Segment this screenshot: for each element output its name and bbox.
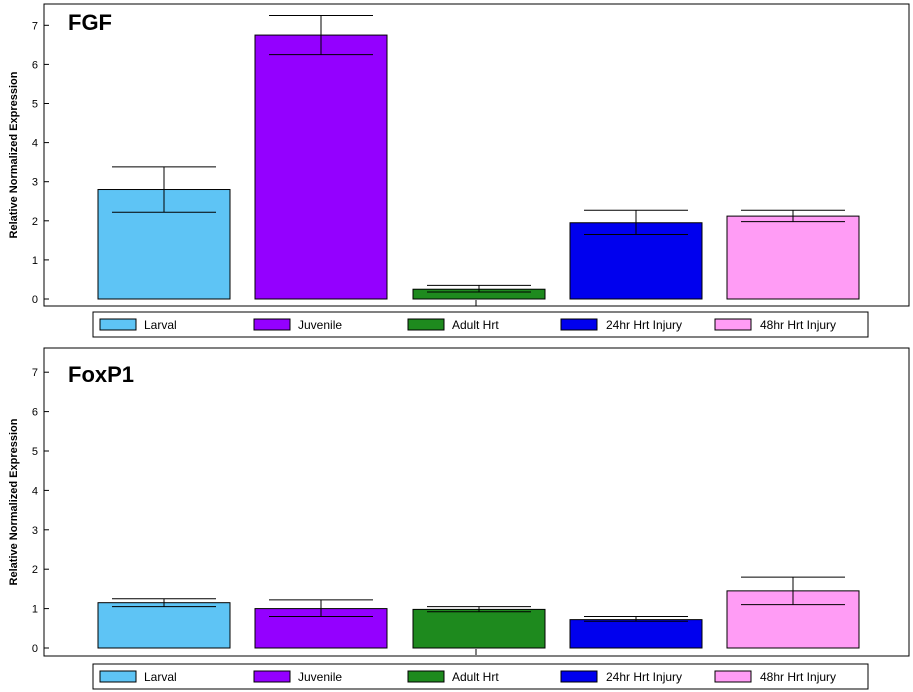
legend-label: 48hr Hrt Injury bbox=[760, 670, 836, 684]
y-tick-label: 0 bbox=[32, 643, 38, 655]
y-tick-label: 3 bbox=[32, 177, 38, 189]
legend-label: Adult Hrt bbox=[452, 318, 499, 332]
legend-swatch bbox=[714, 318, 752, 331]
plot-frame bbox=[43, 347, 910, 657]
legend-swatch bbox=[407, 318, 445, 331]
legend-swatch bbox=[714, 670, 752, 683]
chart-title: FGF bbox=[68, 10, 112, 35]
y-tick-label: 5 bbox=[32, 446, 38, 458]
legend: Larval Juvenile Adult Hrt 24hr Hrt Injury 48… bbox=[92, 311, 869, 338]
y-tick-label: 4 bbox=[32, 138, 38, 150]
bar-24hr-hrt-injury bbox=[569, 222, 703, 300]
legend-label: 48hr Hrt Injury bbox=[760, 318, 836, 332]
bars-group bbox=[97, 576, 860, 649]
y-axis: 0 1 2 3 4 5 6 7 bbox=[32, 367, 477, 655]
y-tick-label: 1 bbox=[32, 604, 38, 616]
legend-label: Larval bbox=[144, 670, 177, 684]
legend-swatch bbox=[253, 670, 291, 683]
legend: Larval Juvenile Adult Hrt 24hr Hrt Injury 48… bbox=[92, 663, 869, 690]
foxp1-chart-panel: FoxP1 Relative Normalized Expression 0 1 2… bbox=[8, 347, 910, 690]
fgf-chart-panel: FGF Relative Normalized Expression 0 1 2 3 4… bbox=[8, 3, 910, 338]
legend-label: Juvenile bbox=[298, 670, 342, 684]
legend-label: Adult Hrt bbox=[452, 670, 499, 684]
legend-swatch bbox=[560, 318, 598, 331]
legend-label: 24hr Hrt Injury bbox=[606, 670, 682, 684]
y-tick-label: 5 bbox=[32, 99, 38, 111]
bars-group bbox=[97, 15, 860, 300]
legend-swatch bbox=[407, 670, 445, 683]
y-tick-label: 4 bbox=[32, 485, 38, 497]
y-tick-label: 6 bbox=[32, 407, 38, 419]
legend-swatch bbox=[560, 670, 598, 683]
y-axis-label: Relative Normalized Expression bbox=[8, 71, 20, 238]
y-tick-label: 2 bbox=[32, 564, 38, 576]
legend-swatch bbox=[253, 318, 291, 331]
legend-label: 24hr Hrt Injury bbox=[606, 318, 682, 332]
legend-swatch bbox=[99, 318, 137, 331]
y-tick-label: 6 bbox=[32, 59, 38, 71]
legend-label: Juvenile bbox=[298, 318, 342, 332]
bar-juvenile bbox=[254, 34, 388, 300]
y-axis: 0 1 2 3 4 5 6 7 bbox=[32, 20, 477, 306]
bar-24hr-hrt-injury bbox=[569, 619, 703, 649]
y-tick-label: 0 bbox=[32, 294, 38, 306]
legend-swatch bbox=[99, 670, 137, 683]
y-tick-label: 7 bbox=[32, 20, 38, 32]
bar-adult-hrt bbox=[412, 608, 546, 649]
bar-48hr-hrt-injury bbox=[726, 215, 860, 300]
chart-title: FoxP1 bbox=[68, 362, 134, 387]
y-axis-label: Relative Normalized Expression bbox=[8, 418, 20, 585]
y-tick-label: 7 bbox=[32, 367, 38, 379]
y-tick-label: 3 bbox=[32, 525, 38, 537]
legend-label: Larval bbox=[144, 318, 177, 332]
y-tick-label: 2 bbox=[32, 216, 38, 228]
y-tick-label: 1 bbox=[32, 255, 38, 267]
bar-larval bbox=[97, 602, 231, 649]
